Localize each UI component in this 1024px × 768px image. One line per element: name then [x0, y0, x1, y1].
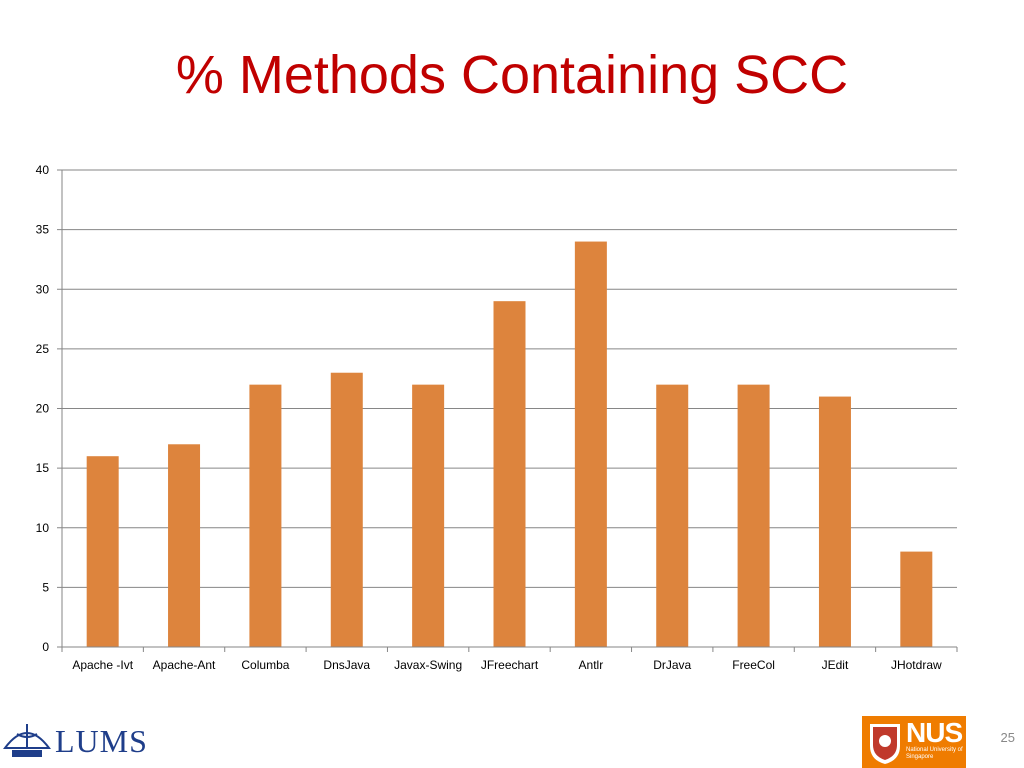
x-tick-label: JFreechart — [481, 658, 539, 672]
bar-jedit — [818, 396, 851, 647]
x-tick-label: Apache-Ant — [153, 658, 216, 672]
x-tick-label: FreeCol — [732, 658, 775, 672]
bar-antlr — [574, 241, 607, 648]
bar-freecol — [737, 384, 770, 647]
slide-number: 25 — [1000, 730, 1015, 745]
x-tick-label: Columba — [241, 658, 289, 672]
y-tick-label: 30 — [36, 282, 50, 296]
bar-javax-swing — [412, 384, 445, 647]
y-tick-label: 35 — [36, 223, 50, 237]
bar-apache-ant — [168, 444, 201, 647]
slide-title: % Methods Containing SCC — [175, 45, 849, 105]
bars — [86, 241, 933, 648]
bar-columba — [249, 384, 282, 647]
nus-subtitle: National University of Singapore — [906, 747, 963, 760]
y-tick-label: 40 — [36, 163, 50, 177]
bar-chart: 0 5 10 15 20 25 30 35 40 Apache -Ivt Apache-Ant Col… — [36, 163, 958, 672]
lums-wordmark: LUMS — [55, 723, 148, 759]
bar-apache-ivt — [86, 456, 119, 647]
bar-dnsjava — [330, 372, 363, 647]
bar-jfreechart — [493, 301, 526, 647]
lums-emblem-icon — [3, 724, 51, 757]
bar-jhotdraw — [900, 551, 933, 647]
y-tick-label: 20 — [36, 402, 50, 416]
y-tick-label: 15 — [36, 461, 50, 475]
y-tick-label: 5 — [42, 580, 49, 594]
y-tick-label: 25 — [36, 342, 50, 356]
y-tick-label: 0 — [42, 640, 49, 654]
y-tick-label: 10 — [36, 521, 50, 535]
x-tick-label: JHotdraw — [891, 658, 942, 672]
bar-drjava — [656, 384, 689, 647]
x-tick-label: JEdit — [822, 658, 849, 672]
nus-wordmark: NUS — [906, 717, 963, 748]
nus-crest-icon — [862, 716, 966, 768]
x-tick-label: DnsJava — [323, 658, 370, 672]
x-tick-label: Javax-Swing — [394, 658, 462, 672]
x-tick-label: DrJava — [653, 658, 691, 672]
x-tick-label: Antlr — [579, 658, 604, 672]
x-tick-label: Apache -Ivt — [72, 658, 133, 672]
axes: 0 5 10 15 20 25 30 35 40 Apache -Ivt Apache-Ant Col… — [36, 163, 958, 672]
